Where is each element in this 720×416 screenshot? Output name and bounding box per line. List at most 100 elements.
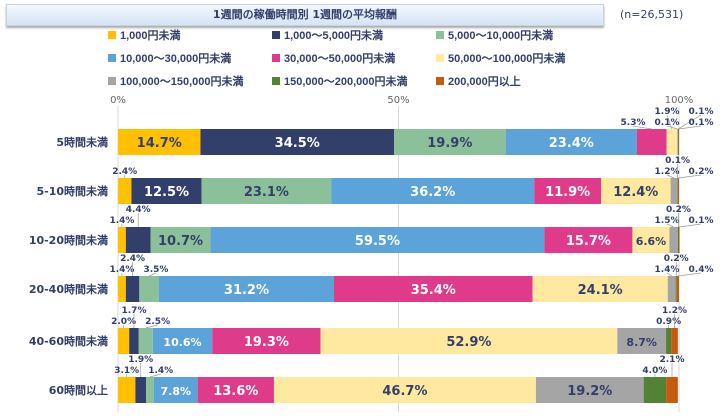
leader-line	[679, 223, 702, 228]
leader-line	[666, 223, 674, 228]
data-label: 12.4%	[613, 185, 658, 200]
bar-segment	[636, 129, 667, 155]
leader-line	[145, 324, 158, 329]
bar-segment	[158, 276, 334, 302]
bar-segment	[675, 276, 677, 302]
bar-segment	[532, 276, 668, 302]
data-label: 1.4%	[109, 216, 134, 226]
bar-segment	[677, 178, 678, 204]
legend-swatch	[436, 31, 444, 39]
bar-segment	[669, 227, 678, 253]
data-label: 52.9%	[446, 335, 491, 350]
bar-segment	[212, 328, 321, 354]
bar-segment	[125, 276, 140, 302]
leader-line	[678, 125, 702, 130]
category-label: 10-20時間未満	[29, 233, 108, 247]
legend-label: 1,000円未満	[120, 28, 181, 42]
data-label: 2.0%	[111, 317, 136, 327]
legend-label: 5,000～10,000円未満	[448, 28, 553, 42]
bar-segment	[666, 377, 678, 403]
bar-segment	[152, 328, 213, 354]
legend-swatch	[272, 31, 280, 39]
data-label: 1.2%	[655, 167, 680, 177]
bar-segment	[679, 227, 680, 253]
data-label: 0.1%	[689, 107, 714, 117]
chart-title: 1週間の稼働時間別 1週間の平均報酬	[6, 4, 604, 26]
data-label: 10.7%	[158, 234, 203, 249]
data-label: 7.8%	[161, 385, 192, 398]
data-label: 0.2%	[689, 167, 714, 177]
bar-segment	[534, 178, 602, 204]
x-tick-label: 0%	[110, 95, 126, 106]
bar-segment	[617, 328, 667, 354]
data-label: 1.9%	[128, 355, 153, 365]
bar-segment	[118, 377, 136, 403]
bar-segment	[601, 178, 671, 204]
data-label: 19.9%	[427, 136, 472, 151]
x-tick-label: 50%	[387, 95, 409, 106]
data-label: 19.2%	[567, 384, 612, 399]
bar-segment	[677, 129, 678, 155]
leader-line	[632, 125, 652, 130]
bar-segment	[666, 129, 678, 155]
data-label: 1.7%	[122, 306, 147, 316]
data-label: 46.7%	[382, 384, 427, 399]
bar-segment	[671, 328, 678, 354]
data-label: 1.4%	[655, 265, 680, 275]
bar-segment	[201, 178, 332, 204]
bar-segment	[667, 276, 676, 302]
category-label: 5-10時間未満	[36, 184, 108, 198]
data-label: 12.5%	[144, 185, 189, 200]
data-label: 1.5%	[655, 216, 680, 226]
data-label: 0.2%	[666, 205, 691, 215]
data-label: 5.3%	[621, 118, 646, 128]
legend-swatch	[436, 77, 444, 85]
legend-swatch	[108, 77, 116, 85]
data-label: 1.9%	[655, 107, 680, 117]
legend-label: 100,000～150,000円未満	[120, 74, 244, 88]
bar-segment	[666, 328, 672, 354]
data-label: 1.4%	[148, 366, 173, 376]
data-label: 14.7%	[137, 136, 182, 151]
data-label: 24.1%	[578, 283, 623, 298]
bar-segment	[670, 178, 678, 204]
leader-line	[666, 114, 673, 130]
data-label: 34.5%	[275, 136, 320, 151]
data-label: 13.6%	[213, 384, 258, 399]
data-label: 3.5%	[143, 265, 168, 275]
bar-segment	[139, 276, 159, 302]
data-label: 23.4%	[549, 136, 594, 151]
bar-segment	[118, 227, 126, 253]
data-label: 23.1%	[244, 185, 289, 200]
bar-segment	[273, 377, 536, 403]
leader-line	[677, 114, 702, 130]
legend-label: 150,000～200,000円未満	[284, 74, 408, 88]
bar-segment	[146, 377, 154, 403]
bar-segment	[210, 227, 545, 253]
data-label: 2.4%	[120, 254, 145, 264]
legend-swatch	[272, 54, 280, 62]
legend-swatch	[436, 54, 444, 62]
bar-segment	[678, 129, 680, 155]
data-label: 59.5%	[355, 234, 400, 249]
bar-segment	[135, 377, 147, 403]
bar-segment	[129, 328, 139, 354]
bar-segment	[544, 227, 633, 253]
category-label: 40-60時間未満	[29, 334, 108, 348]
legend-label: 10,000～30,000円未満	[120, 51, 231, 65]
bar-segment	[677, 129, 679, 155]
bar-segment	[197, 377, 274, 403]
data-label: 10.6%	[163, 336, 201, 349]
leader-line	[666, 174, 675, 179]
leader-line	[149, 373, 161, 378]
bar-segment	[643, 377, 667, 403]
leader-line	[677, 272, 702, 277]
bar-segment	[632, 227, 670, 253]
bar-segment	[125, 227, 151, 253]
data-label: 0.1%	[689, 118, 714, 128]
bar-segment	[118, 178, 132, 204]
leader-line	[148, 272, 157, 277]
legend-swatch	[272, 77, 280, 85]
bar-segment	[333, 276, 533, 302]
bar-segment	[676, 276, 679, 302]
